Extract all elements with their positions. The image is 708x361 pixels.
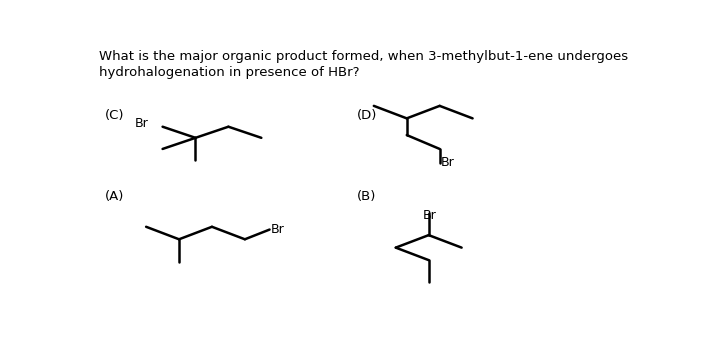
Text: (D): (D) xyxy=(358,109,378,122)
Text: (A): (A) xyxy=(105,190,125,203)
Text: hydrohalogenation in presence of HBr?: hydrohalogenation in presence of HBr? xyxy=(99,66,360,79)
Text: (C): (C) xyxy=(105,109,125,122)
Text: Br: Br xyxy=(135,117,149,130)
Text: Br: Br xyxy=(271,223,285,236)
Text: (B): (B) xyxy=(358,190,377,203)
Text: Br: Br xyxy=(423,209,437,222)
Text: What is the major organic product formed, when 3-methylbut-1-ene undergoes: What is the major organic product formed… xyxy=(99,50,629,63)
Text: Br: Br xyxy=(441,156,455,169)
